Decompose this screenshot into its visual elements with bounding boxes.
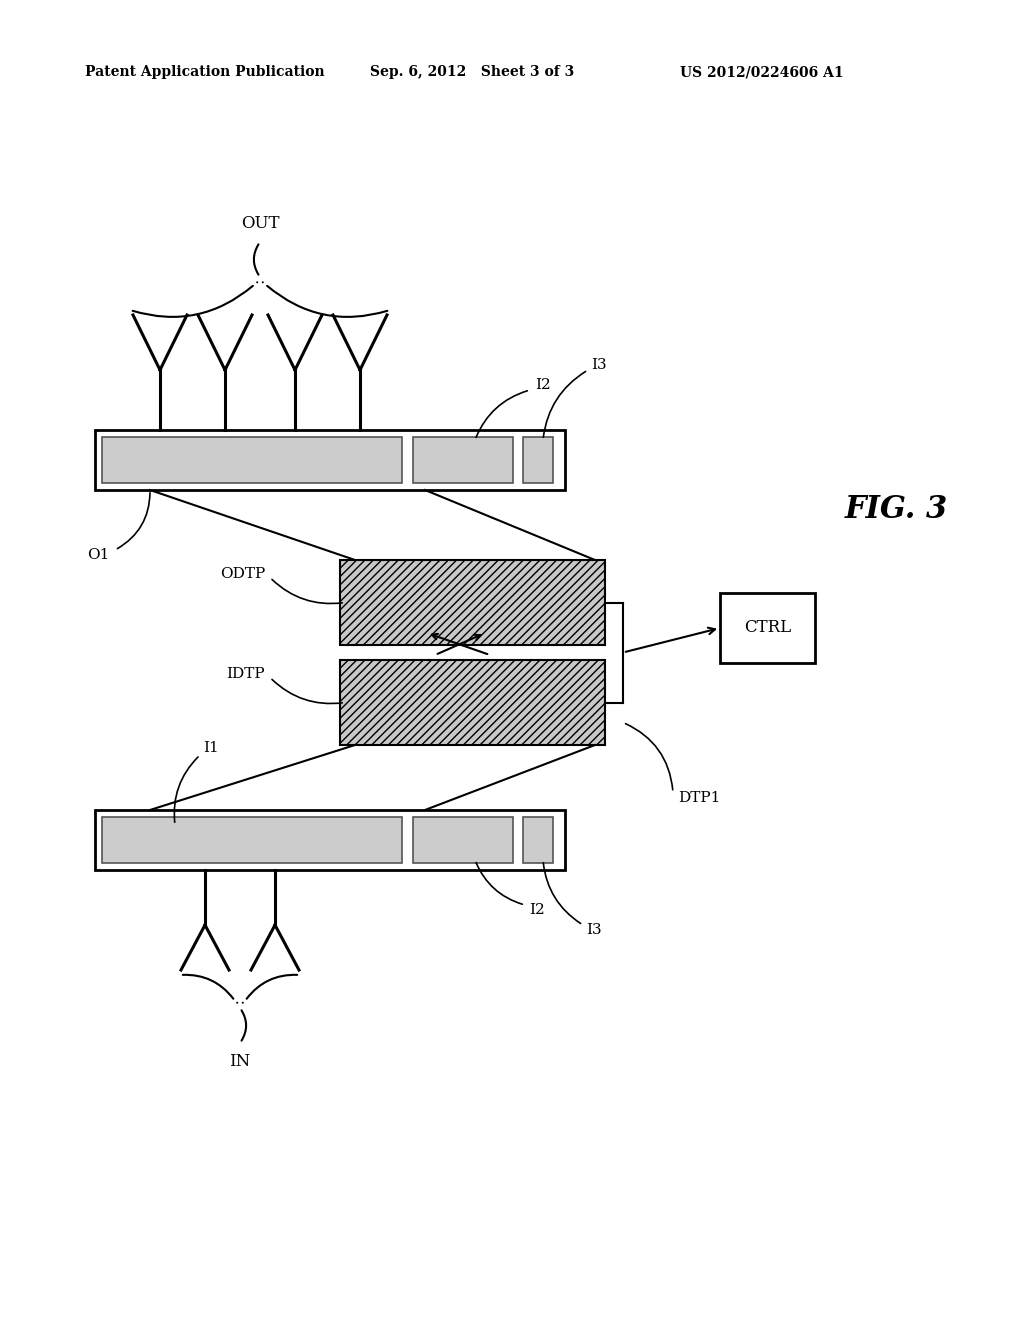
Text: Patent Application Publication: Patent Application Publication [85,65,325,79]
Text: I2: I2 [529,903,545,917]
Bar [340,660,605,744]
Bar [413,437,513,483]
Text: FIG. 3: FIG. 3 [845,495,948,525]
Text: I3: I3 [586,923,602,937]
Text: OUT: OUT [241,215,280,232]
Bar [95,810,565,870]
Text: I1: I1 [203,741,219,755]
Bar [523,817,553,863]
Bar [413,817,513,863]
Text: US 2012/0224606 A1: US 2012/0224606 A1 [680,65,844,79]
Bar [102,817,402,863]
Text: I2: I2 [535,378,551,392]
Bar [340,560,605,645]
Text: IDTP: IDTP [226,668,265,681]
Bar [102,437,402,483]
Bar [720,593,815,663]
Text: O1: O1 [88,548,110,562]
Text: IN: IN [229,1052,251,1069]
Text: Sep. 6, 2012   Sheet 3 of 3: Sep. 6, 2012 Sheet 3 of 3 [370,65,574,79]
Bar [95,430,565,490]
Text: DTP1: DTP1 [678,791,720,804]
Text: ODTP: ODTP [220,568,265,582]
Bar [523,437,553,483]
Text: I3: I3 [591,358,606,372]
Text: CTRL: CTRL [744,619,792,636]
